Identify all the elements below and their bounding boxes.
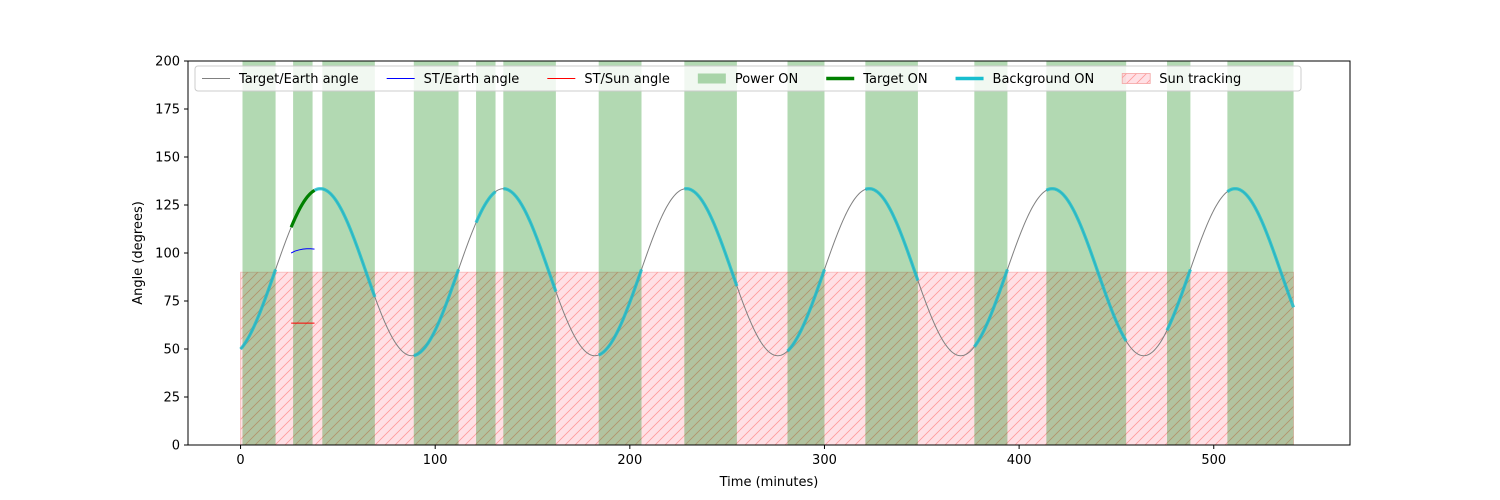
y-tick-label: 75 bbox=[163, 295, 180, 310]
power-on-band bbox=[865, 61, 918, 445]
power-on-band bbox=[322, 61, 375, 445]
legend: Target/Earth angle ST/Earth angle ST/Sun a… bbox=[194, 65, 1302, 92]
power-on-band bbox=[413, 61, 459, 445]
x-tick-label: 500 bbox=[1201, 453, 1226, 468]
background-on-segment bbox=[598, 268, 644, 357]
legend-label: Target ON bbox=[862, 72, 927, 87]
y-tick-label: 25 bbox=[163, 391, 180, 406]
x-tick-label: 200 bbox=[617, 453, 642, 468]
legend-swatch bbox=[697, 73, 726, 84]
x-tick-label: 0 bbox=[236, 453, 244, 468]
legend-label: Power ON bbox=[735, 72, 798, 87]
power-on-band bbox=[242, 61, 276, 445]
background-on-segment bbox=[864, 187, 920, 282]
background-on-segment bbox=[1226, 187, 1296, 308]
power-on-band bbox=[503, 61, 556, 445]
background-on-segment bbox=[973, 268, 1009, 348]
y-tick-label: 0 bbox=[172, 439, 180, 454]
power-on-band bbox=[1046, 61, 1127, 445]
y-tick-label: 150 bbox=[155, 151, 180, 166]
power-on-band bbox=[974, 61, 1008, 445]
legend-label: ST/Sun angle bbox=[584, 72, 670, 87]
x-axis-label: Time (minutes) bbox=[719, 475, 819, 490]
y-tick-label: 125 bbox=[155, 199, 180, 214]
power-on-band bbox=[1167, 61, 1191, 445]
axis-ticks: 0 100 200 300 400 500 0 25 50 75 100 125 150 175 200 bbox=[155, 55, 1226, 469]
sun-tracking-hatch bbox=[240, 271, 1294, 445]
x-tick-label: 300 bbox=[812, 453, 837, 468]
y-tick-label: 200 bbox=[155, 55, 180, 70]
background-on-segment bbox=[786, 268, 826, 353]
legend-swatch-hatch bbox=[1121, 73, 1151, 84]
y-tick-label: 175 bbox=[155, 103, 180, 118]
background-on-segment bbox=[684, 187, 739, 287]
power-on-band bbox=[293, 61, 313, 445]
background-on-segment bbox=[313, 187, 377, 298]
st-earth-line bbox=[290, 248, 315, 254]
legend-label: Background ON bbox=[993, 72, 1095, 87]
power-on-band bbox=[684, 61, 737, 445]
power-on-band bbox=[598, 61, 642, 445]
y-axis-label: Angle (degrees) bbox=[131, 201, 146, 305]
background-on-segment bbox=[474, 190, 497, 224]
angle-series bbox=[239, 187, 1296, 358]
legend-label: Sun tracking bbox=[1159, 72, 1241, 87]
background-on-segment bbox=[503, 187, 558, 293]
legend-label: Target/Earth angle bbox=[238, 72, 359, 87]
y-tick-label: 50 bbox=[163, 343, 180, 358]
background-on-segment bbox=[239, 268, 278, 351]
background-on-segment bbox=[1045, 187, 1128, 342]
target-on-segment bbox=[289, 188, 316, 228]
background-on-segment bbox=[1165, 268, 1192, 331]
power-on-bands bbox=[242, 61, 1294, 445]
power-on-band bbox=[1227, 61, 1294, 445]
legend-frame bbox=[194, 65, 1302, 92]
sun-tracking-region bbox=[240, 271, 1294, 445]
y-tick-label: 100 bbox=[155, 247, 180, 262]
power-on-band bbox=[476, 61, 496, 445]
plot-area bbox=[239, 61, 1296, 445]
power-on-band bbox=[787, 61, 825, 445]
x-tick-label: 100 bbox=[423, 453, 448, 468]
background-on-segment bbox=[413, 268, 461, 358]
x-tick-label: 400 bbox=[1007, 453, 1032, 468]
legend-label: ST/Earth angle bbox=[424, 72, 520, 87]
